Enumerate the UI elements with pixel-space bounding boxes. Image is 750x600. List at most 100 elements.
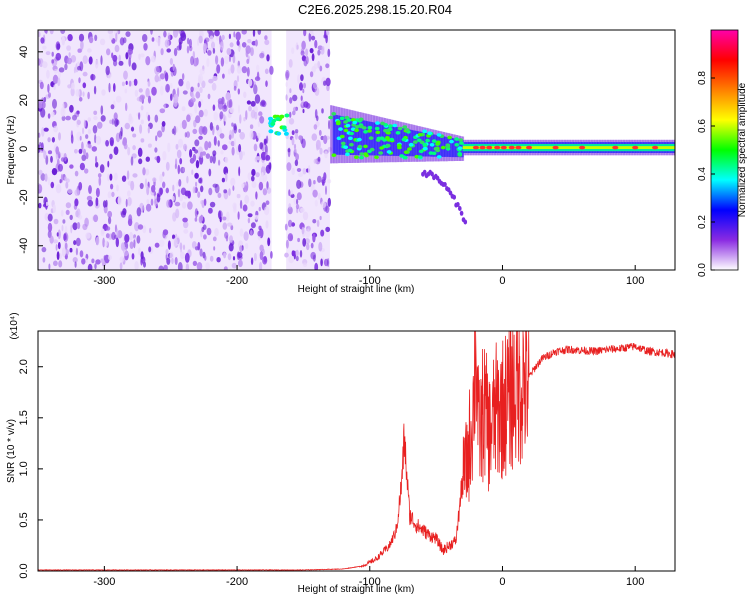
noise-blob <box>87 263 93 270</box>
band-speckle <box>457 146 463 150</box>
noise-blob <box>154 114 159 123</box>
band-core <box>334 114 337 155</box>
colorbar-tick-label: 0.6 <box>697 119 708 133</box>
band-core <box>409 129 412 157</box>
noise-blob <box>202 224 207 230</box>
noise-blob <box>132 145 136 151</box>
band-speckle <box>422 146 428 151</box>
noise-blob <box>199 68 205 75</box>
noise-blob <box>41 126 45 137</box>
band-speckle <box>395 131 401 135</box>
noise-blob <box>178 78 184 87</box>
noise-blob <box>145 203 152 212</box>
noise-blob <box>122 208 127 216</box>
noise-blob <box>239 150 243 161</box>
noise-blob <box>149 227 152 234</box>
noise-blob <box>208 187 213 196</box>
noise-blob <box>316 219 320 227</box>
noise-blob <box>140 53 145 58</box>
noise-blob <box>93 85 97 95</box>
noise-blob <box>186 114 191 122</box>
band-peak-blob <box>552 145 559 150</box>
noise-blob <box>105 65 110 76</box>
noise-blob <box>98 176 102 186</box>
noise-blob <box>226 48 232 56</box>
noise-blob <box>68 52 71 57</box>
noise-blob <box>172 63 175 72</box>
band-speckle <box>449 139 454 144</box>
noise-blob <box>212 150 217 157</box>
noise-blob <box>317 192 321 200</box>
band-speckle <box>359 155 364 160</box>
noise-blob <box>105 226 111 231</box>
noise-blob <box>227 68 232 75</box>
noise-blob <box>91 146 98 152</box>
noise-blob <box>320 258 323 267</box>
band-core <box>339 115 341 155</box>
noise-blob <box>237 88 240 95</box>
noise-blob <box>58 67 65 73</box>
noise-blob <box>47 177 51 185</box>
noise-blob <box>150 198 154 206</box>
noise-blob <box>82 71 88 77</box>
noise-blob <box>192 57 199 67</box>
noise-blob <box>222 73 225 79</box>
band-speckle <box>397 126 403 131</box>
noise-blob <box>184 190 190 197</box>
noise-blob <box>188 38 192 49</box>
noise-blob <box>195 181 198 187</box>
noise-blob <box>327 258 330 267</box>
noise-blob <box>247 39 252 44</box>
noise-blob <box>155 135 158 142</box>
snr-plot-area <box>38 331 675 571</box>
noise-blob <box>195 115 201 124</box>
noise-blob <box>179 194 184 202</box>
noise-blob <box>88 144 92 149</box>
band-speckle <box>417 133 423 137</box>
noise-blob <box>65 115 71 121</box>
snr-y-axis-label: SNR (10 * v/v) <box>6 419 17 483</box>
noise-blob <box>79 250 84 258</box>
noise-blob <box>100 115 106 122</box>
noise-blob <box>258 181 264 191</box>
noise-blob <box>243 231 249 241</box>
noise-blob <box>163 103 166 110</box>
noise-blob <box>95 135 102 145</box>
noise-blob <box>95 187 100 198</box>
noise-blob <box>47 213 53 222</box>
noise-blob <box>308 178 312 188</box>
y-tick-label: -40 <box>18 238 30 254</box>
noise-blob <box>85 134 89 139</box>
noise-blob <box>255 172 260 178</box>
noise-blob <box>151 86 157 96</box>
noise-blob <box>47 222 53 233</box>
noise-blob <box>111 191 115 198</box>
noise-blob <box>38 152 41 158</box>
noise-blob <box>239 245 243 253</box>
noise-blob <box>232 256 236 261</box>
noise-blob <box>302 168 307 175</box>
noise-blob <box>116 184 119 192</box>
noise-blob <box>189 149 193 158</box>
band-speckle <box>374 126 380 131</box>
noise-blob <box>228 134 232 140</box>
noise-blob <box>50 181 55 189</box>
noise-blob <box>246 66 250 77</box>
band-core <box>461 140 464 158</box>
noise-blob <box>113 112 118 121</box>
noise-blob <box>75 89 80 97</box>
noise-blob <box>314 199 318 207</box>
noise-blob <box>285 71 289 81</box>
noise-blob <box>207 141 212 149</box>
noise-blob <box>213 111 219 121</box>
band-speckle <box>422 129 427 134</box>
noise-blob <box>58 260 63 268</box>
noise-blob <box>169 58 173 65</box>
noise-blob <box>239 228 244 237</box>
noise-blob <box>120 242 125 251</box>
noise-blob <box>236 75 240 83</box>
noise-blob <box>171 257 174 265</box>
snr-frame <box>37 330 676 572</box>
noise-blob <box>223 114 226 122</box>
noise-blob <box>311 32 315 37</box>
